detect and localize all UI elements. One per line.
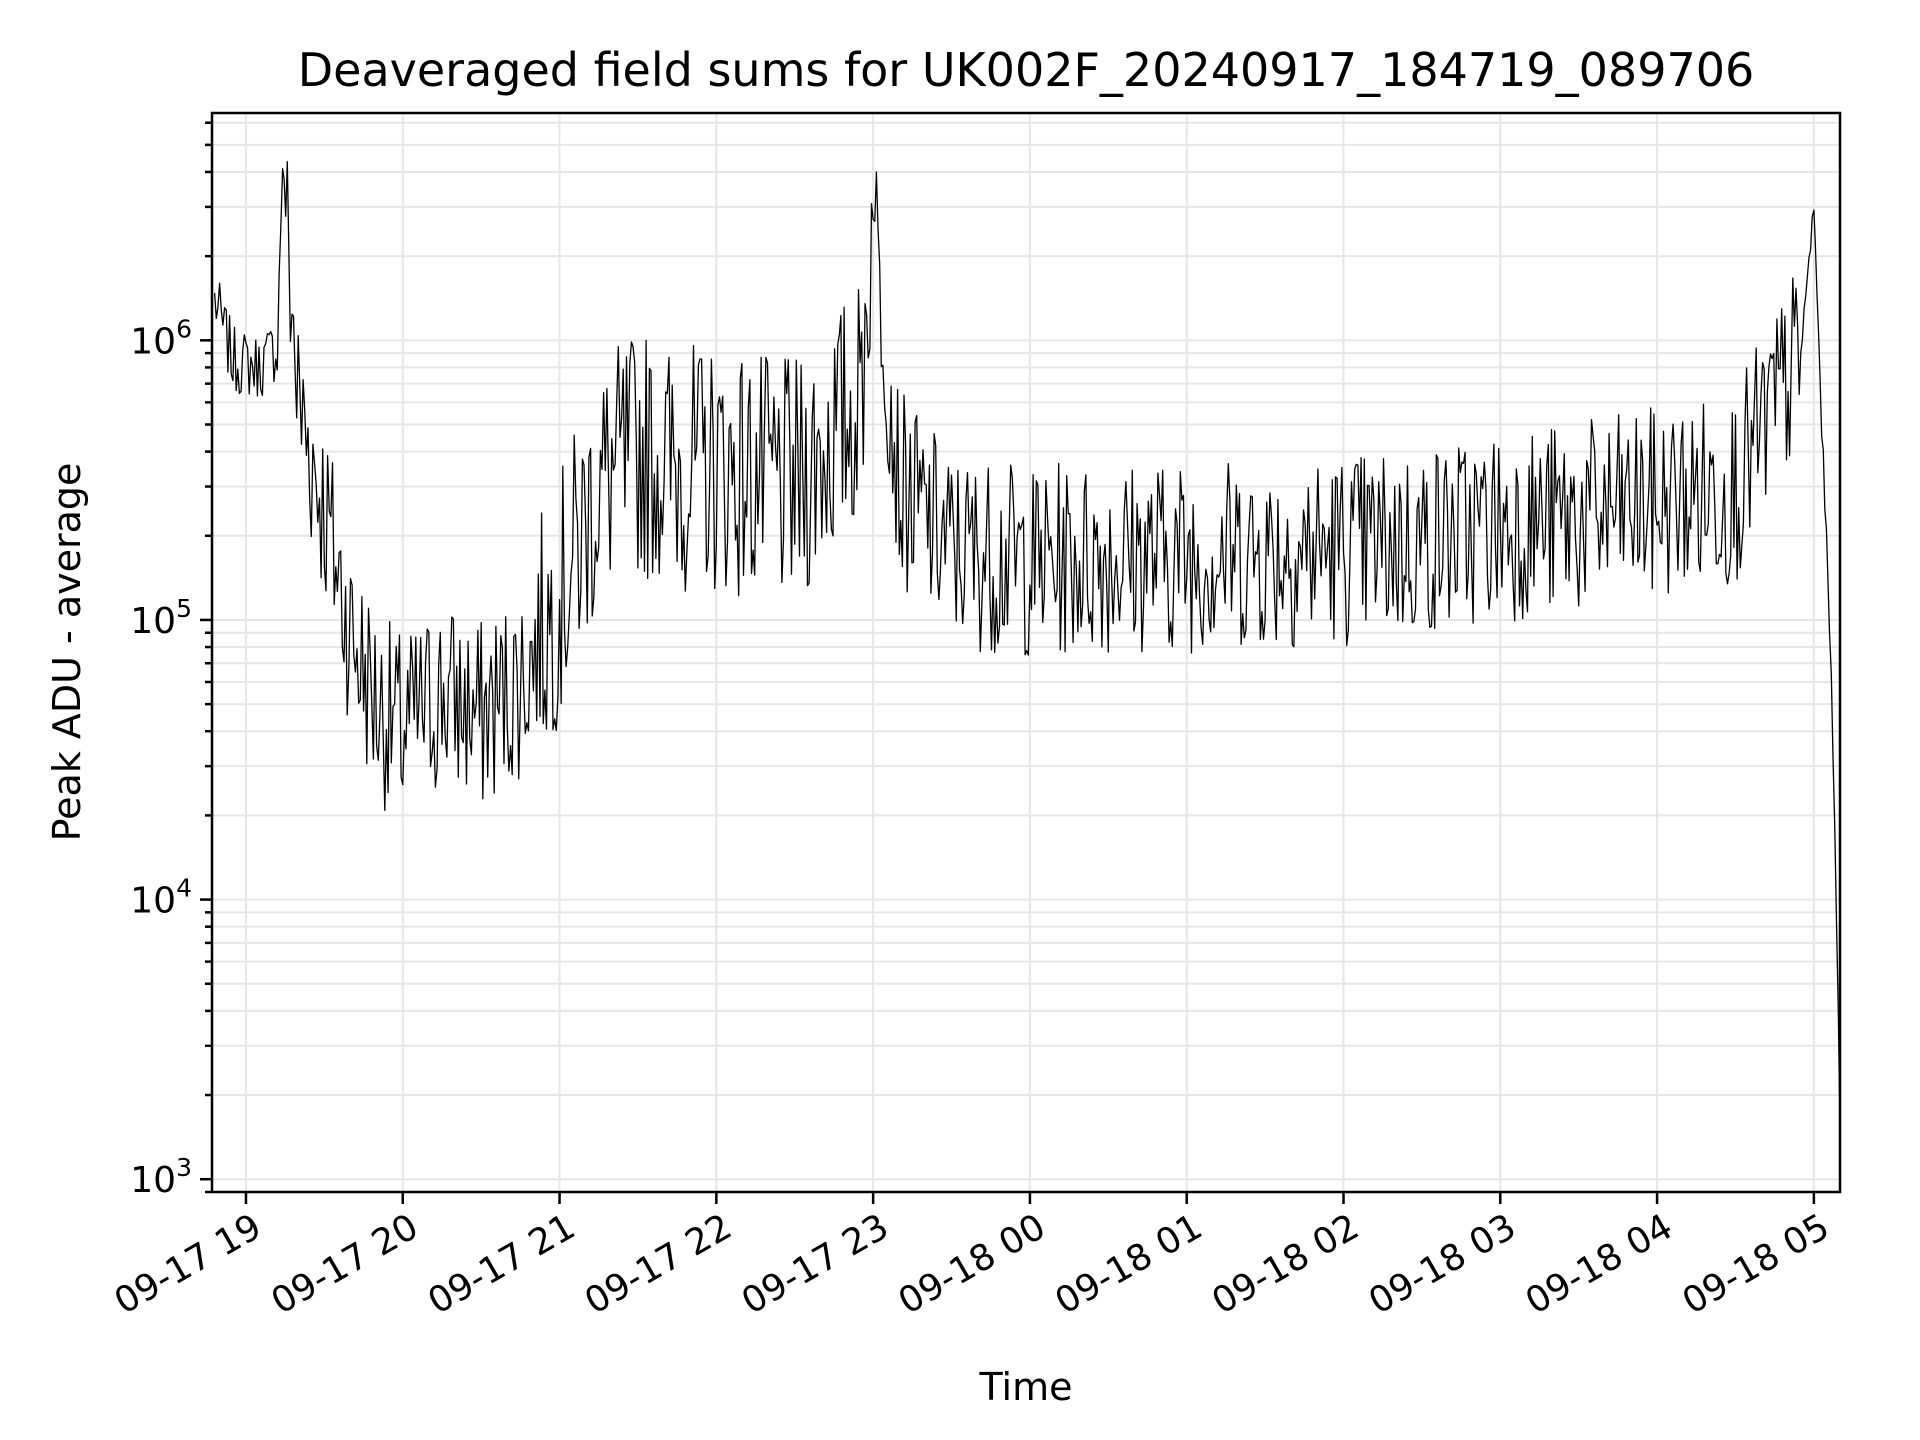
grid bbox=[212, 113, 1840, 1193]
x-axis-label: Time bbox=[979, 1365, 1073, 1409]
y-tick-label: 103 bbox=[130, 1153, 192, 1201]
y-tick-label: 105 bbox=[130, 594, 192, 642]
chart-title: Deaveraged field sums for UK002F_2024091… bbox=[298, 43, 1755, 97]
y-tick-label: 104 bbox=[130, 874, 192, 922]
plot-area bbox=[213, 160, 1841, 1131]
plot-frame bbox=[210, 111, 1842, 1194]
y-axis-label: Peak ADU - average bbox=[45, 463, 89, 842]
y-tick-label: 106 bbox=[130, 314, 192, 362]
y-axis: 103 104 105 106 bbox=[130, 121, 212, 1201]
series-line bbox=[213, 160, 1841, 1131]
